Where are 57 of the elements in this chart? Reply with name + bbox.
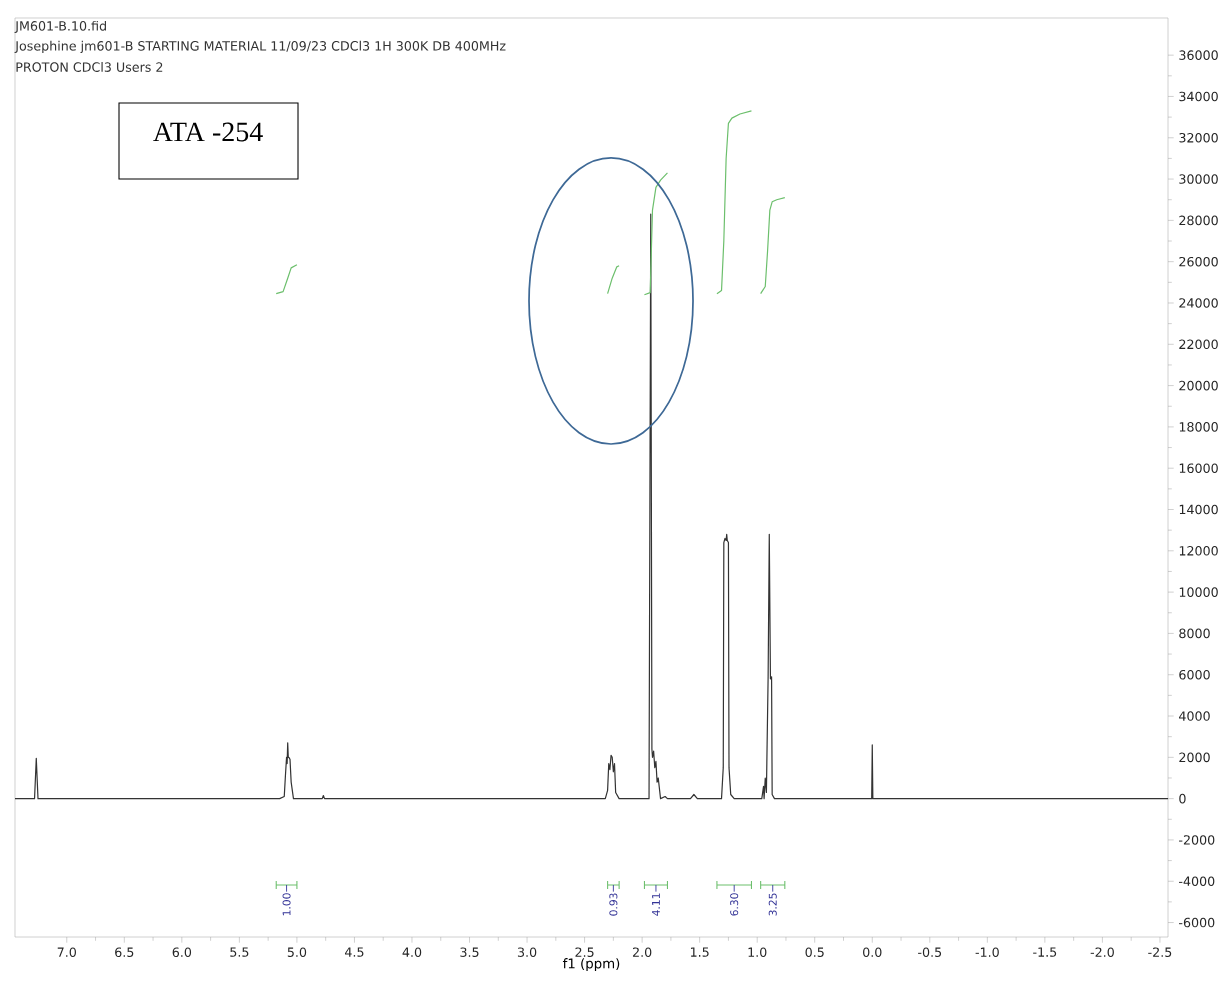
x-tick-label: 1.0 <box>748 947 767 957</box>
annotation: 6.30 <box>730 893 739 916</box>
annotation: PROTON CDCl3 Users 2 <box>16 62 163 72</box>
annotation: JM601-B.10.fid <box>14 20 106 34</box>
y-tick-label: 6000 <box>1179 669 1210 680</box>
annotation: 4.11 <box>652 893 660 916</box>
x-tick-label: 5.0 <box>287 947 307 957</box>
y-tick-label: 12000 <box>1179 546 1218 556</box>
y-tick-label: 0 <box>1179 793 1186 804</box>
y-tick-label: 20000 <box>1179 380 1218 391</box>
y-tick-label: 32000 <box>1179 132 1218 143</box>
x-tick-label: 0.0 <box>863 947 882 957</box>
y-tick-label: 30000 <box>1179 174 1218 184</box>
x-tick-label: -1.0 <box>975 947 999 957</box>
x-tick-label: -2.0 <box>1090 947 1114 957</box>
line-series <box>14 213 1169 800</box>
y-tick-label: 16000 <box>1179 463 1218 473</box>
y-tick-label: 36000 <box>1179 50 1218 60</box>
line-series <box>716 110 753 295</box>
line-series <box>607 265 620 295</box>
x-tick-label: 7.0 <box>57 947 76 957</box>
line-series <box>760 197 786 295</box>
y-tick-label: 14000 <box>1179 504 1218 515</box>
y-tick-label: 4000 <box>1179 711 1210 721</box>
y-tick-label: -2000 <box>1179 835 1215 845</box>
annotation: ATA -254 <box>153 122 263 142</box>
y-tick-label: 26000 <box>1179 256 1218 267</box>
x-tick-label: 0.5 <box>805 947 824 957</box>
x-tick-label: -0.5 <box>918 947 942 957</box>
y-tick-label: 8000 <box>1179 628 1210 639</box>
y-tick-label: 2000 <box>1179 752 1210 763</box>
annotation: 3.25 <box>768 893 777 916</box>
x-tick-label: -2.5 <box>1148 947 1172 957</box>
x-tick-label: 1.5 <box>690 947 709 957</box>
annotation: 0.93 <box>609 893 618 916</box>
y-tick-label: -6000 <box>1179 917 1215 928</box>
y-tick-label: 34000 <box>1179 91 1218 102</box>
line-series <box>275 264 298 295</box>
x-tick-label: 5.5 <box>230 947 249 957</box>
y-tick-label: 10000 <box>1179 587 1218 597</box>
x-tick-label: 3.5 <box>460 947 479 957</box>
x-tick-label: 2.0 <box>632 947 652 957</box>
x-tick-label: 6.0 <box>172 947 192 957</box>
y-tick-label: -4000 <box>1179 876 1215 887</box>
y-tick-label: 22000 <box>1179 339 1218 350</box>
x-tick-label: 4.0 <box>402 947 422 957</box>
x-tick-label: 2.5 <box>575 947 594 957</box>
x-tick-label: 3.0 <box>517 947 537 957</box>
x-tick-label: -1.5 <box>1033 947 1057 957</box>
y-tick-label: 28000 <box>1179 215 1218 226</box>
y-tick-label: 24000 <box>1179 298 1218 308</box>
annotation: 1.00 <box>282 893 291 916</box>
x-axis-title: f1 (ppm) <box>562 958 620 972</box>
x-tick-label: 4.5 <box>345 947 364 957</box>
x-tick-label: 6.5 <box>115 947 134 957</box>
y-tick-label: 18000 <box>1179 422 1218 432</box>
annotation: Josephine jm601-B STARTING MATERIAL 11/09/23 CDCl3 1H 300K DB 400MHz <box>14 40 506 54</box>
